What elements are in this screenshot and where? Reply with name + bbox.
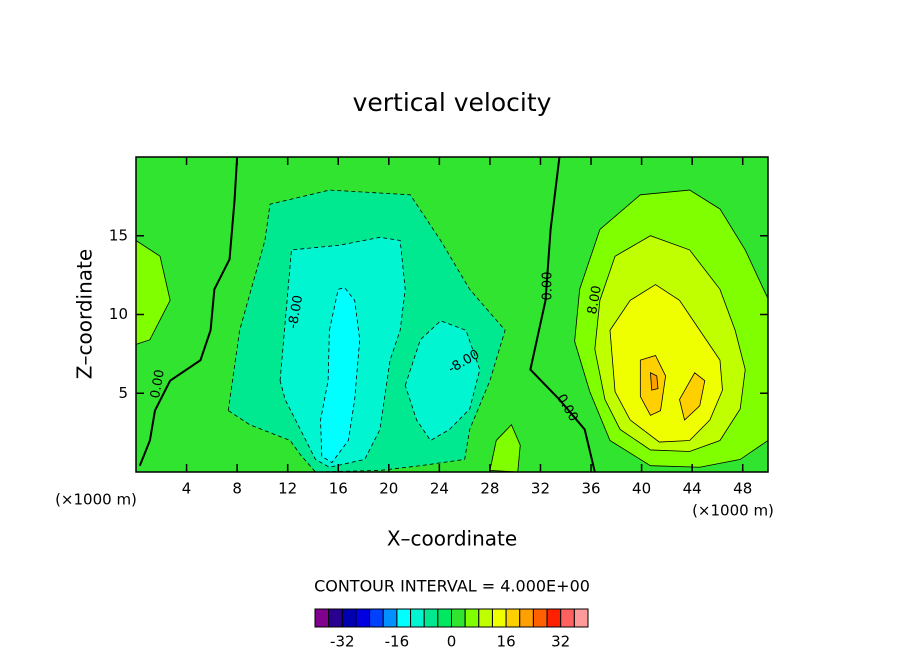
x-tick-label: 24 <box>430 480 449 498</box>
y-tick-label: 10 <box>109 305 128 323</box>
contour-fill <box>136 239 171 345</box>
colorbar-box <box>369 608 384 628</box>
colorbar-box <box>519 608 534 628</box>
colorbar-tick-label: 32 <box>551 633 570 651</box>
colorbar-box <box>573 608 589 628</box>
colorbar-box <box>451 608 466 628</box>
contour-label: 0.00 <box>541 272 556 301</box>
colorbar-box <box>314 608 330 628</box>
colorbar-tick-label: 0 <box>447 633 457 651</box>
x-tick-label: 16 <box>329 480 348 498</box>
contour-label: 8.00 <box>585 284 605 315</box>
colorbar-box <box>491 608 507 628</box>
x-tick-label: 36 <box>581 480 600 498</box>
colorbar-box <box>532 608 548 628</box>
contour-fill <box>404 320 481 442</box>
colorbar-box <box>560 608 575 628</box>
colorbar-box <box>355 608 371 628</box>
x-tick-label: 12 <box>278 480 297 498</box>
colorbar-box <box>423 608 439 628</box>
x-tick-label: 44 <box>683 480 702 498</box>
x-unit-label: (×1000 m) <box>55 491 137 509</box>
contour-label: -8.00 <box>286 294 307 330</box>
y-axis-label: Z–coordinate <box>73 249 97 379</box>
chart-title: vertical velocity <box>353 88 552 117</box>
y-tick-label: 15 <box>109 226 128 244</box>
x-unit-label: (×1000 m) <box>692 502 774 520</box>
x-tick-label: 28 <box>480 480 499 498</box>
x-tick-label: 8 <box>232 480 242 498</box>
colorbar-box <box>505 608 521 628</box>
colorbar-box <box>478 608 493 628</box>
colorbar-box <box>341 608 357 628</box>
contour-label: 0.00 <box>148 368 168 399</box>
x-tick-label: 32 <box>531 480 550 498</box>
contour-fill <box>320 287 361 464</box>
contour-fill <box>679 372 706 421</box>
colorbar-box <box>437 608 453 628</box>
plot-area: 0.00-8.00-8.000.000.008.00 <box>136 157 768 472</box>
contour-fill <box>649 372 659 391</box>
colorbar-box <box>410 608 425 628</box>
colorbar-box <box>328 608 343 628</box>
colorbar-box <box>546 608 562 628</box>
y-tick-label: 5 <box>118 384 128 402</box>
x-tick-label: 48 <box>733 480 752 498</box>
contour-line <box>138 157 239 467</box>
contour-line <box>529 157 596 472</box>
x-tick-label: 20 <box>379 480 398 498</box>
x-axis-label: X–coordinate <box>387 527 517 551</box>
colorbar-box <box>396 608 412 628</box>
x-tick-label: 4 <box>182 480 192 498</box>
contour-interval: CONTOUR INTERVAL = 4.000E+00 <box>314 577 590 596</box>
colorbar-tick-label: -32 <box>330 633 355 651</box>
x-tick-label: 40 <box>632 480 651 498</box>
colorbar-box <box>464 608 480 628</box>
colorbar-box <box>382 608 398 628</box>
colorbar-tick-label: -16 <box>385 633 410 651</box>
colorbar-tick-label: 16 <box>497 633 516 651</box>
